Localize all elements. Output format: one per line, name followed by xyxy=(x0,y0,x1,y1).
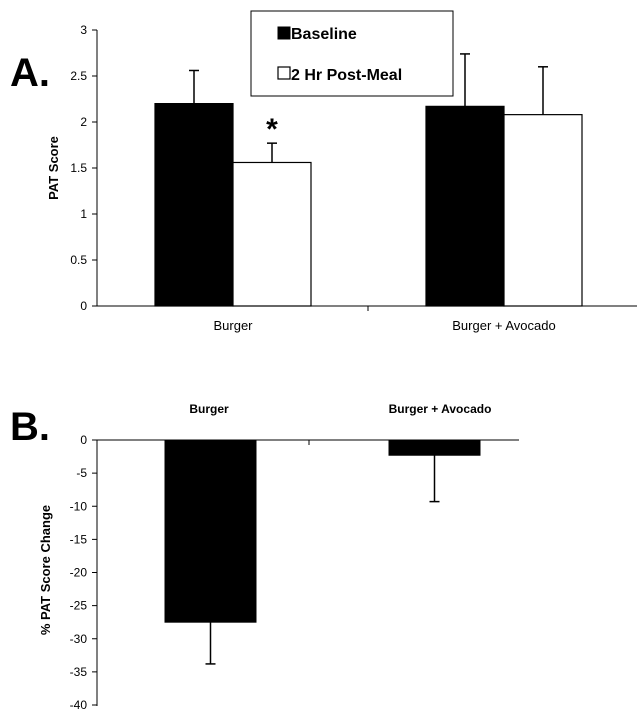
panel-b-y-ticks: 0 -5 -10 -15 -20 -25 -30 -35 -40 xyxy=(70,433,97,711)
panel-b-y-tick-label: -40 xyxy=(70,698,88,711)
panel-b-y-tick-label: -15 xyxy=(70,532,88,546)
legend-swatch-post-meal xyxy=(277,66,291,80)
panel-a-y-tick-label: 0 xyxy=(80,299,87,313)
bar-post-meal-burger-avocado xyxy=(503,114,583,307)
panel-b: B. % PAT Score Change 0 -5 -10 -15 -20 -25 -30… xyxy=(10,402,519,711)
bar-baseline-burger xyxy=(154,102,234,307)
panel-a-y-tick-label: 1.5 xyxy=(70,161,87,175)
panel-b-y-tick-label: -25 xyxy=(70,599,88,613)
panel-a-label: A. xyxy=(10,51,50,95)
panel-a-bars xyxy=(154,53,583,307)
panel-a-y-axis-label: PAT Score xyxy=(46,136,61,200)
panel-a-y-ticks: 0 0.5 1 1.5 2 2.5 3 xyxy=(70,23,97,313)
panel-b-label: B. xyxy=(10,405,50,449)
panel-a-category-label: Burger + Avocado xyxy=(452,318,555,333)
panel-a-category-label: Burger xyxy=(213,318,253,333)
bar-post-meal-burger xyxy=(232,161,312,307)
panel-b-bar-burger xyxy=(164,439,257,623)
panel-a-y-tick-label: 3 xyxy=(80,23,87,37)
panel-b-y-tick-label: -30 xyxy=(70,632,88,646)
panel-b-category-label: Burger + Avocado xyxy=(389,402,492,416)
panel-a-y-tick-label: 0.5 xyxy=(70,253,87,267)
panel-b-y-tick-label: -10 xyxy=(70,499,88,513)
panel-a-y-tick-label: 1 xyxy=(80,207,87,221)
panel-b-category-labels: Burger Burger + Avocado xyxy=(189,402,491,416)
panel-a: A. PAT Score 0 0.5 1 1.5 2 2.5 3 Burger Burger … xyxy=(10,10,637,333)
panel-b-bars xyxy=(164,439,481,665)
panel-b-category-label: Burger xyxy=(189,402,229,416)
legend-box xyxy=(250,10,454,97)
panel-b-y-tick-label: -20 xyxy=(70,566,88,580)
panel-b-y-tick-label: -35 xyxy=(70,665,88,679)
panel-a-y-tick-label: 2 xyxy=(80,115,87,129)
panel-a-category-labels: Burger Burger + Avocado xyxy=(213,306,556,333)
panel-b-bar-burger-avocado xyxy=(388,439,481,456)
panel-b-y-tick-label: -5 xyxy=(76,466,87,480)
significance-asterisk: * xyxy=(266,113,278,146)
panel-b-y-axis-label: % PAT Score Change xyxy=(38,505,53,635)
legend-label-baseline: Baseline xyxy=(291,26,357,43)
legend-swatch-baseline xyxy=(277,26,291,40)
panel-b-y-tick-label: 0 xyxy=(80,433,87,447)
panel-a-y-tick-label: 2.5 xyxy=(70,69,87,83)
bar-baseline-burger-avocado xyxy=(425,105,505,307)
legend: Baseline 2 Hr Post-Meal xyxy=(250,10,454,97)
legend-label-post-meal: 2 Hr Post-Meal xyxy=(291,67,402,84)
